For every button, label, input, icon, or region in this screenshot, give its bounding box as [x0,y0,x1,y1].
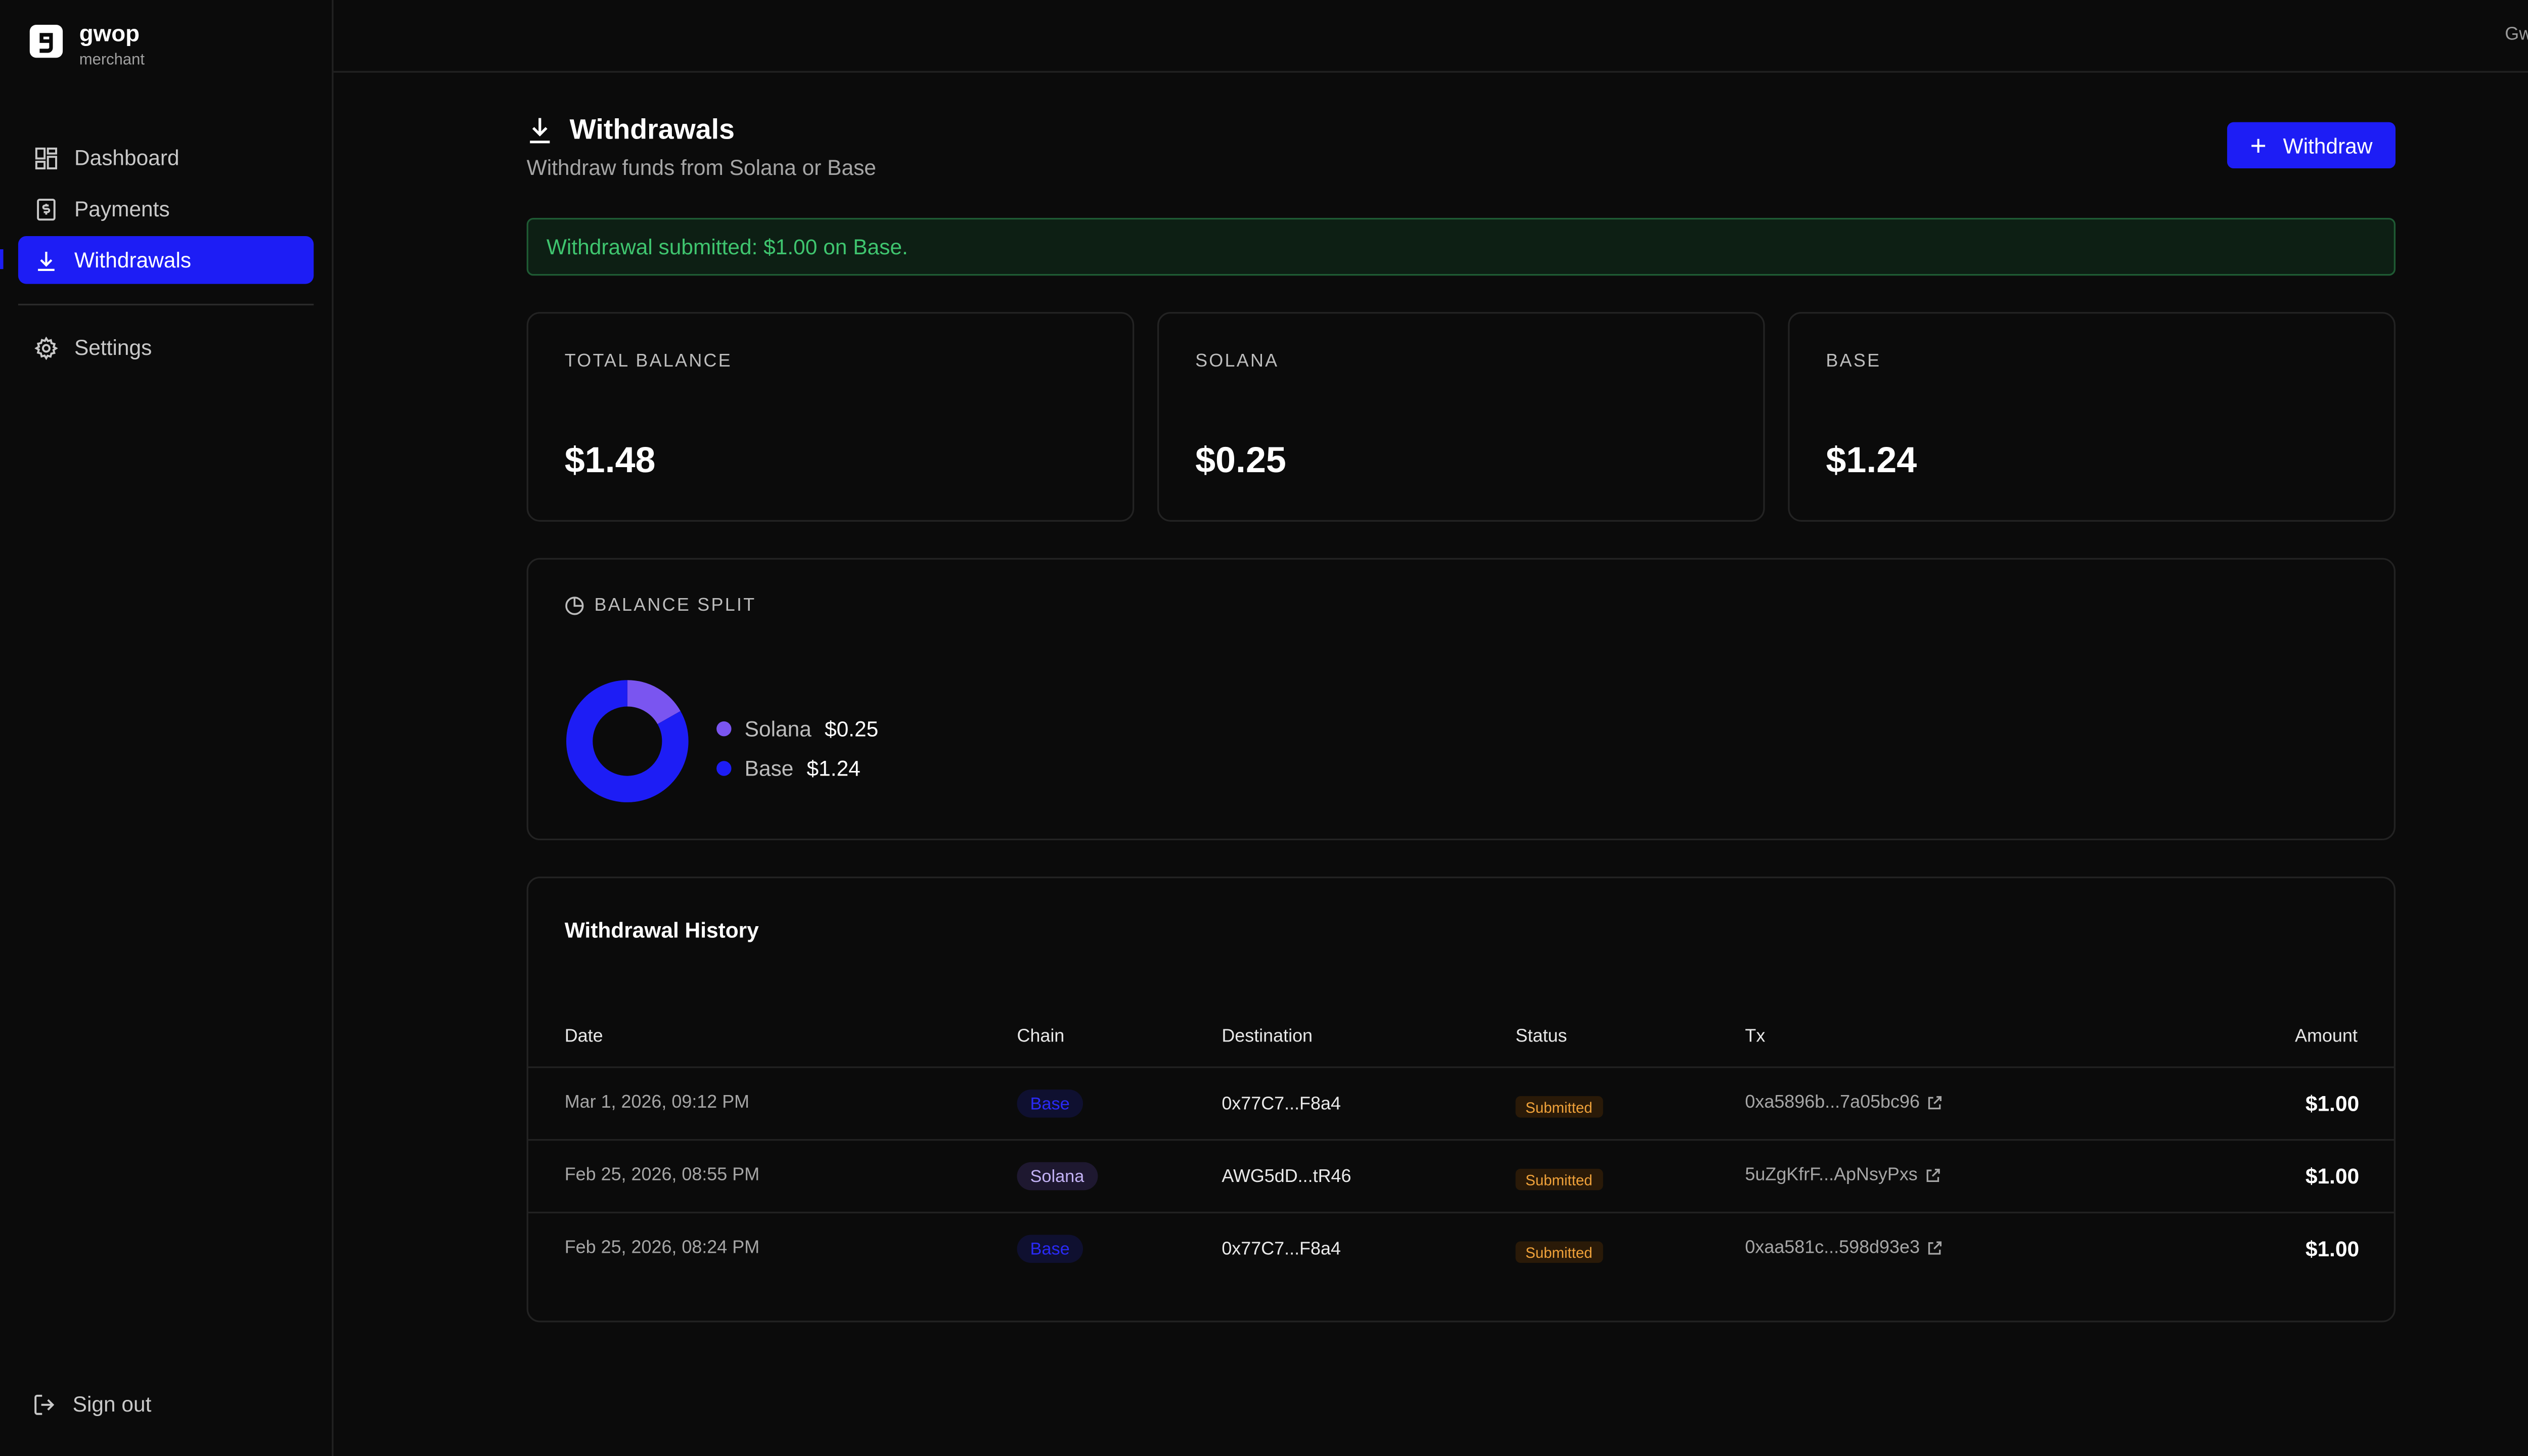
dashboard-icon [35,146,58,169]
page-title-text: Withdrawals [569,114,735,146]
status-badge: Submitted [1515,1096,1603,1118]
column-header-chain[interactable]: Chain [1017,1027,1065,1047]
tx-hash: 0xa5896b...7a05bc96 [1745,1093,1920,1113]
external-link-icon [1926,1240,1943,1256]
status-badge: Submitted [1515,1241,1603,1263]
row-destination: 0x77C7...F8a4 [1222,1094,1341,1115]
row-date: Feb 25, 2026, 08:24 PM [564,1238,760,1258]
legend-value: $1.24 [806,755,861,780]
row-destination: 0x77C7...F8a4 [1222,1240,1341,1260]
legend-item-base: Base $1.24 [716,748,878,787]
download-icon [35,248,58,271]
legend-item-solana: Solana $0.25 [716,708,878,748]
row-date: Mar 1, 2026, 09:12 PM [564,1093,750,1113]
sign-out-icon [33,1392,56,1416]
stat-card-total-balance: TOTAL BALANCE $1.48 [526,312,1135,522]
table-row[interactable]: Mar 1, 2026, 09:12 PM Base 0x77C7...F8a4… [528,1066,2396,1141]
user-name[interactable]: Gwop [2505,24,2528,45]
sidebar-item-label: Withdrawals [74,247,192,272]
brand-name: gwop [79,20,140,47]
balance-split-title-text: BALANCE SPLIT [594,596,756,616]
sidebar-item-dashboard[interactable]: Dashboard [18,133,313,181]
brand-subtitle: merchant [79,51,145,70]
tx-link[interactable]: 0xaa581c...598d93e3 [1745,1238,1943,1258]
status-badge: Submitted [1515,1168,1603,1191]
sign-out-button[interactable]: Sign out [33,1392,151,1417]
nav-divider [18,303,314,306]
chain-badge: Base [1017,1235,1083,1263]
gwop-logo-icon [29,24,63,58]
column-header-date[interactable]: Date [564,1027,603,1047]
success-banner: Withdrawal submitted: $1.00 on Base. [526,218,2396,276]
stat-card-base: BASE $1.24 [1788,312,2396,522]
payments-icon [35,197,58,220]
stat-value: $1.48 [564,439,656,481]
stat-label: SOLANA [1195,351,1279,372]
balance-donut-chart [566,680,689,802]
withdraw-button-label: Withdraw [2283,132,2373,158]
plus-icon: + [2250,129,2267,161]
table-row[interactable]: Feb 25, 2026, 08:24 PM Base 0x77C7...F8a… [528,1211,2396,1286]
legend-value: $0.25 [824,715,879,741]
sidebar-item-label: Settings [74,335,152,360]
row-amount: $1.00 [2305,1164,2360,1189]
sidebar-item-label: Payments [74,196,170,221]
stat-label: TOTAL BALANCE [564,351,732,372]
legend-name: Base [744,755,794,780]
history-title: Withdrawal History [564,918,759,943]
column-header-destination[interactable]: Destination [1222,1027,1313,1047]
sidebar-item-settings[interactable]: Settings [18,324,313,372]
balance-legend: Solana $0.25 Base $1.24 [716,708,878,788]
balance-split-title: BALANCE SPLIT [565,596,756,616]
sidebar-item-label: Dashboard [74,145,179,170]
external-link-icon [1926,1095,1943,1111]
legend-dot [716,720,732,736]
success-banner-text: Withdrawal submitted: $1.00 on Base. [546,234,908,259]
gear-icon [34,336,58,359]
page-subtitle: Withdraw funds from Solana or Base [526,155,876,180]
withdraw-button[interactable]: + Withdraw [2227,122,2396,169]
brand[interactable]: gwop merchant [29,20,145,70]
page-title: Withdrawals [527,114,735,147]
balance-split-card: BALANCE SPLIT Solana $0.25 Base $1.24 [526,558,2396,841]
row-destination: AWG5dD...tR46 [1222,1167,1351,1187]
stat-card-solana: SOLANA $0.25 [1157,312,1765,522]
sidebar-item-withdrawals[interactable]: Withdrawals [18,236,314,284]
chain-badge: Base [1017,1089,1083,1118]
tx-hash: 0xaa581c...598d93e3 [1745,1238,1920,1258]
donut-slice-solana [566,680,689,802]
chain-badge: Solana [1017,1162,1098,1191]
tx-hash: 5uZgKfrF...ApNsyPxs [1745,1165,1918,1186]
column-header-tx[interactable]: Tx [1745,1027,1766,1047]
pie-chart-icon [565,596,584,616]
sign-out-label: Sign out [72,1391,152,1417]
table-row[interactable]: Feb 25, 2026, 08:55 PM Solana AWG5dD...t… [528,1139,2396,1213]
sidebar-item-payments[interactable]: Payments [18,185,313,233]
sidebar: gwop merchant Dashboard Payments [0,0,334,1456]
download-icon [527,116,553,146]
tx-link[interactable]: 5uZgKfrF...ApNsyPxs [1745,1165,1940,1185]
withdrawal-history-card: Withdrawal History Date Chain Destinatio… [526,876,2396,1323]
legend-dot [716,760,732,776]
stat-label: BASE [1826,351,1881,372]
row-amount: $1.00 [2305,1236,2360,1261]
column-header-amount[interactable]: Amount [2295,1027,2358,1047]
active-nav-marker [0,249,4,269]
row-date: Feb 25, 2026, 08:55 PM [564,1165,760,1186]
legend-name: Solana [744,715,811,741]
stat-value: $0.25 [1195,439,1286,481]
stat-value: $1.24 [1826,439,1917,481]
row-amount: $1.00 [2305,1091,2360,1116]
tx-link[interactable]: 0xa5896b...7a05bc96 [1745,1093,1943,1113]
column-header-status[interactable]: Status [1515,1027,1567,1047]
top-bar: Gwop [333,0,2528,73]
external-link-icon [1924,1167,1941,1184]
